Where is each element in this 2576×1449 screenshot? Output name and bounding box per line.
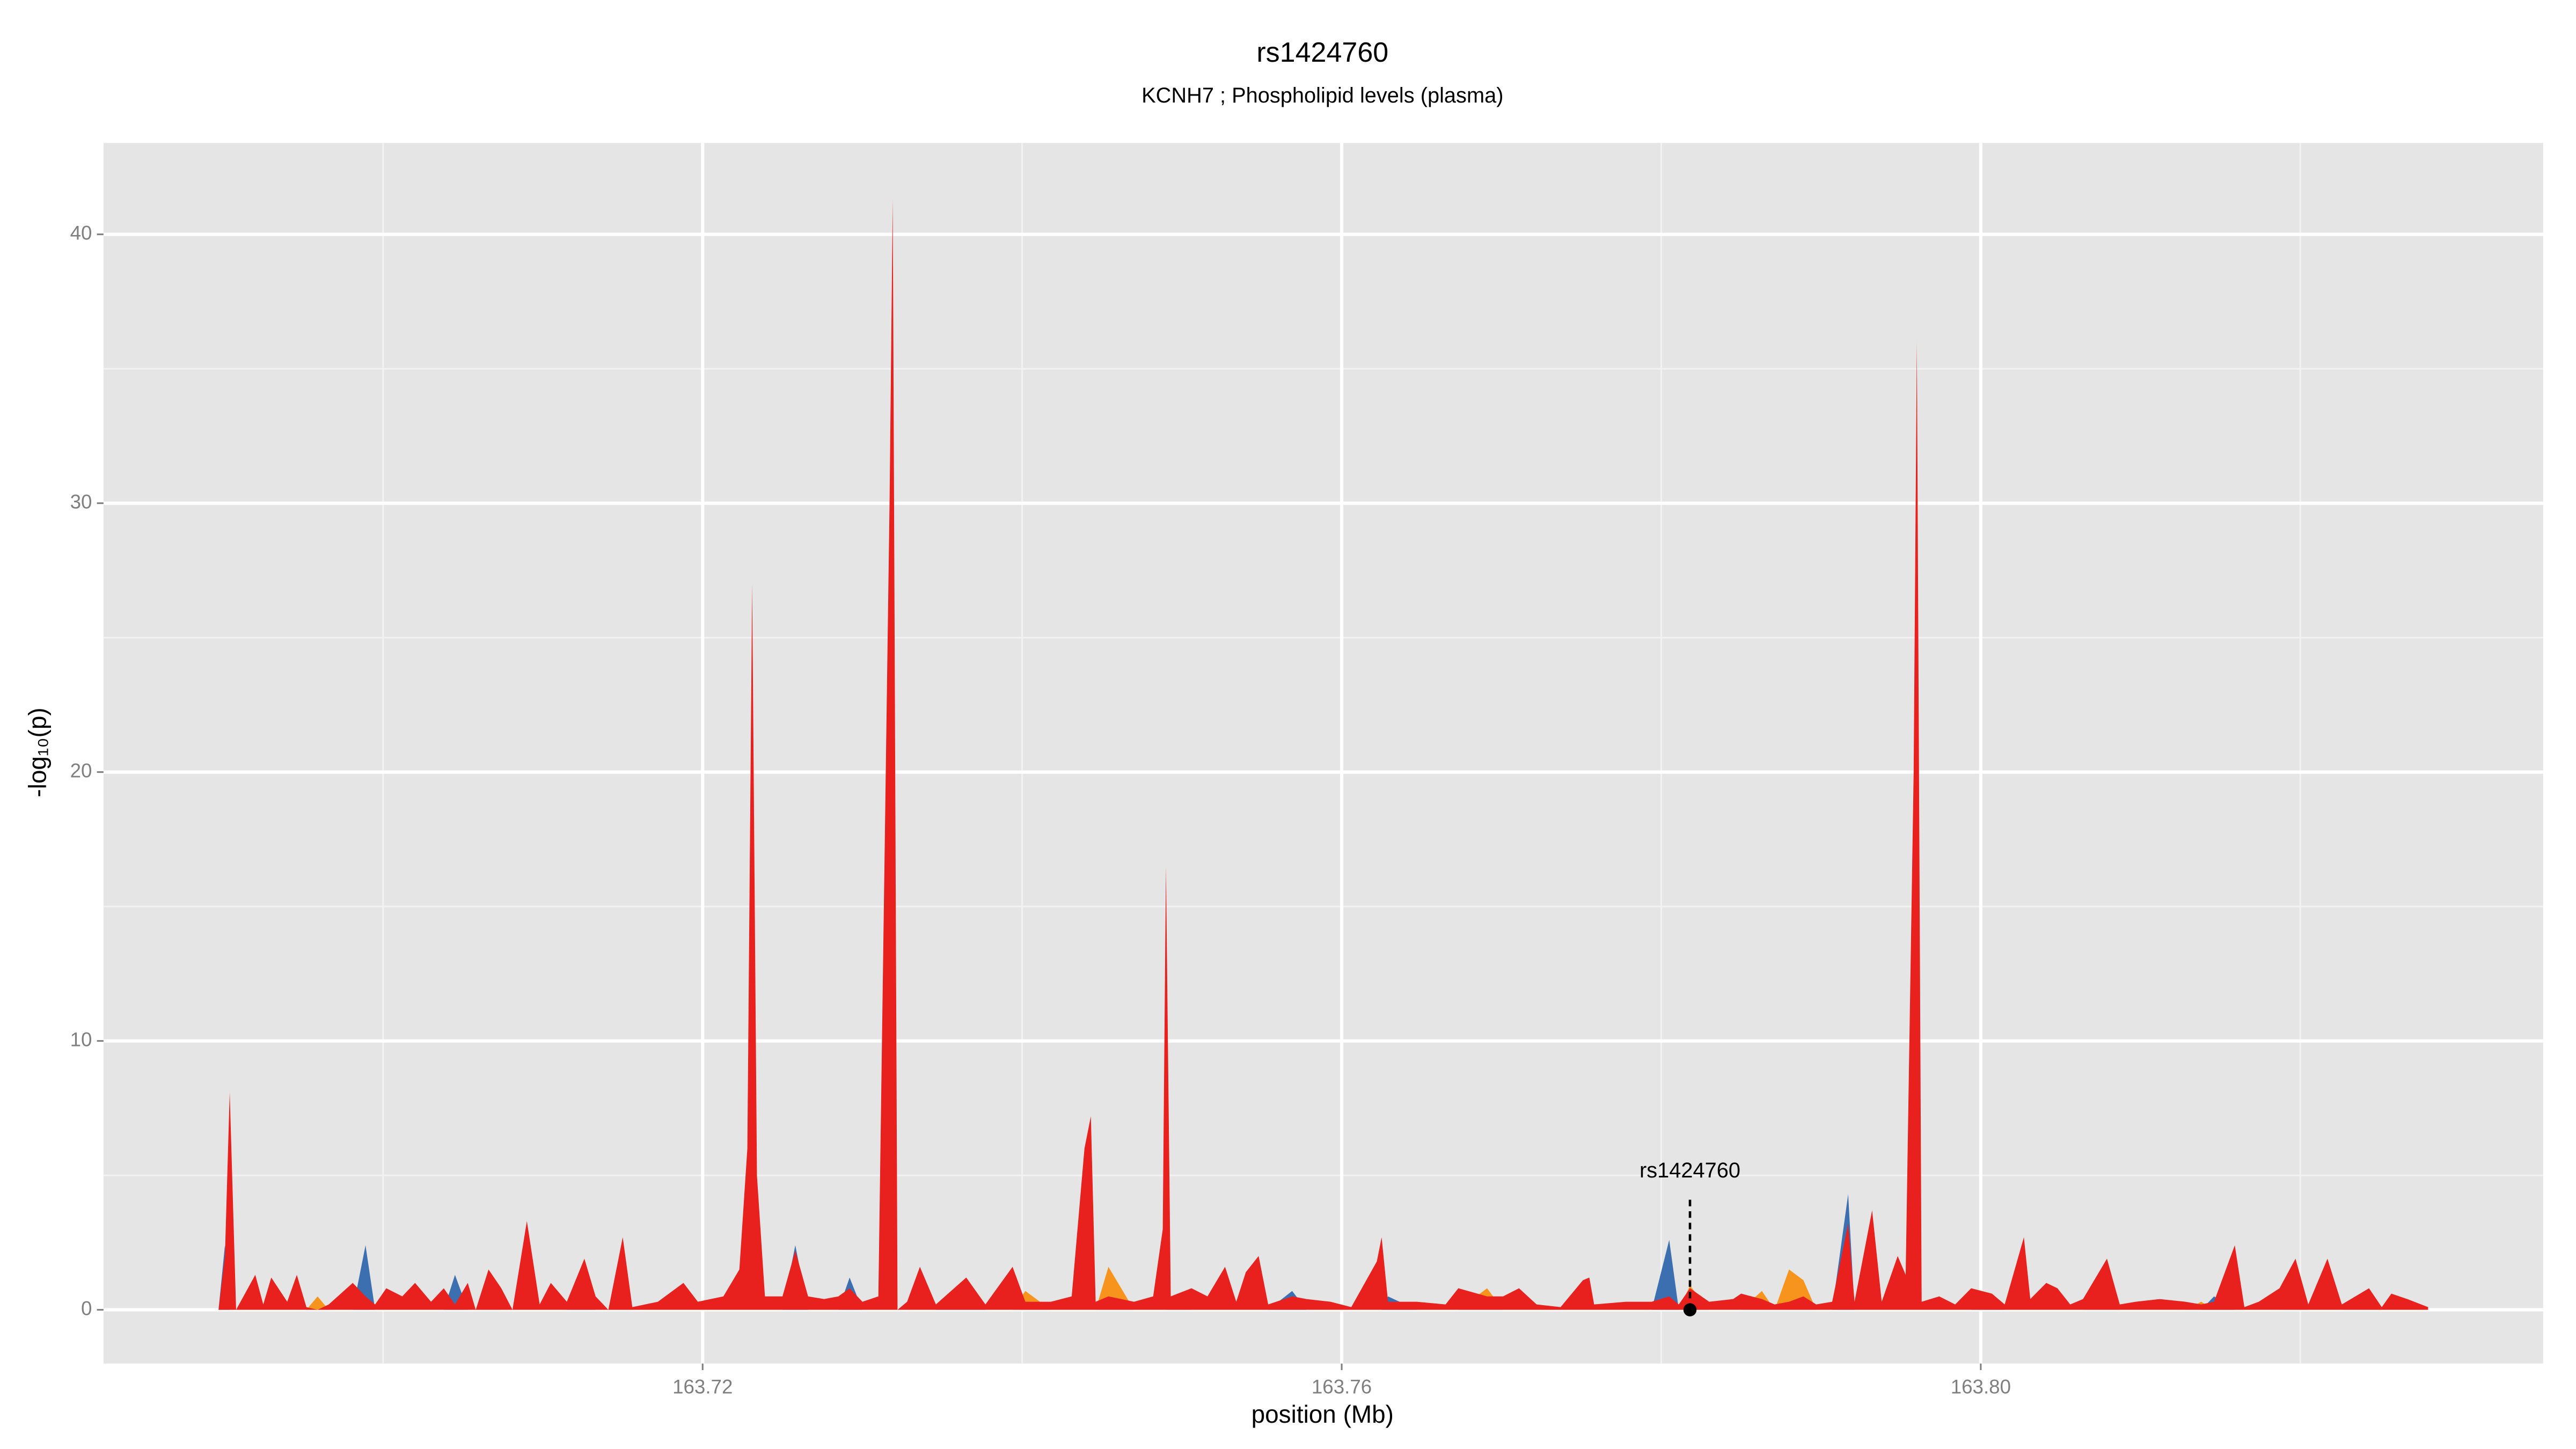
x-axis-label: position (Mb) xyxy=(1252,1400,1394,1428)
chart-subtitle: KCNH7 ; Phospholipid levels (plasma) xyxy=(1141,84,1503,107)
y-tick-label: 10 xyxy=(70,1028,92,1050)
y-axis-label: -log₁₀(p) xyxy=(24,707,52,797)
x-tick-label: 163.72 xyxy=(672,1375,733,1397)
x-tick-label: 163.80 xyxy=(1951,1375,2011,1397)
y-tick-label: 0 xyxy=(81,1297,92,1319)
chart-title: rs1424760 xyxy=(1256,37,1388,68)
plot-panel xyxy=(103,143,2543,1364)
y-tick-label: 40 xyxy=(70,222,92,244)
annotation-point xyxy=(1683,1303,1697,1316)
y-tick-label: 20 xyxy=(70,759,92,781)
y-tick-label: 30 xyxy=(70,491,92,513)
x-tick-label: 163.76 xyxy=(1312,1375,1372,1397)
annotation-label: rs1424760 xyxy=(1640,1159,1740,1182)
